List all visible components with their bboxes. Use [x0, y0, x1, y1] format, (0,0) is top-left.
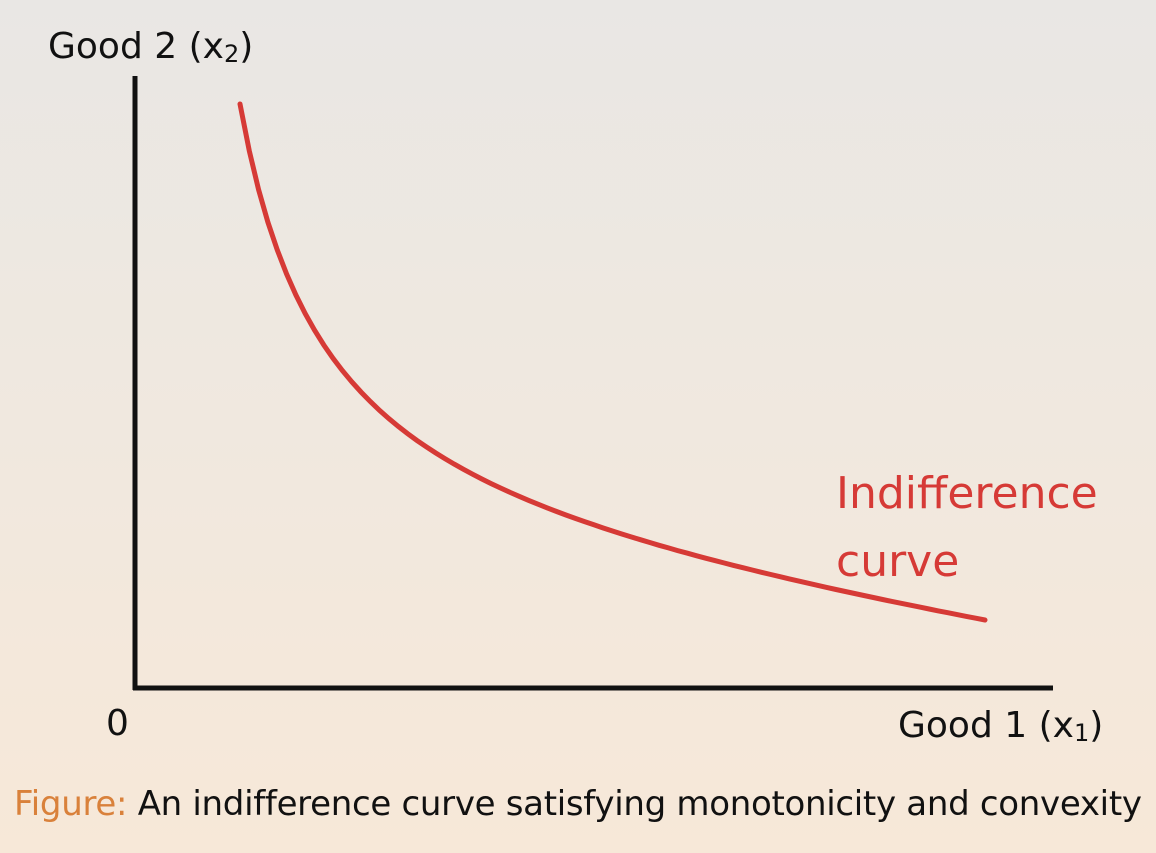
caption-text: An indifference curve satisfying monoton…: [137, 784, 1142, 824]
curve-label-line2: curve: [836, 536, 959, 587]
origin-label: 0: [106, 703, 129, 744]
figure-caption: Figure: An indifference curve satisfying…: [14, 784, 1142, 824]
curve-label-line1: Indifference: [836, 468, 1098, 519]
x-axis-label: Good 1 (x1): [898, 705, 1103, 747]
caption-prefix: Figure:: [14, 784, 128, 824]
indifference-curve-diagram: Good 2 (x2) 0 Good 1 (x1) Indifference c…: [48, 26, 1103, 747]
indifference-curve: [237, 101, 988, 623]
y-axis-label: Good 2 (x2): [48, 26, 253, 68]
